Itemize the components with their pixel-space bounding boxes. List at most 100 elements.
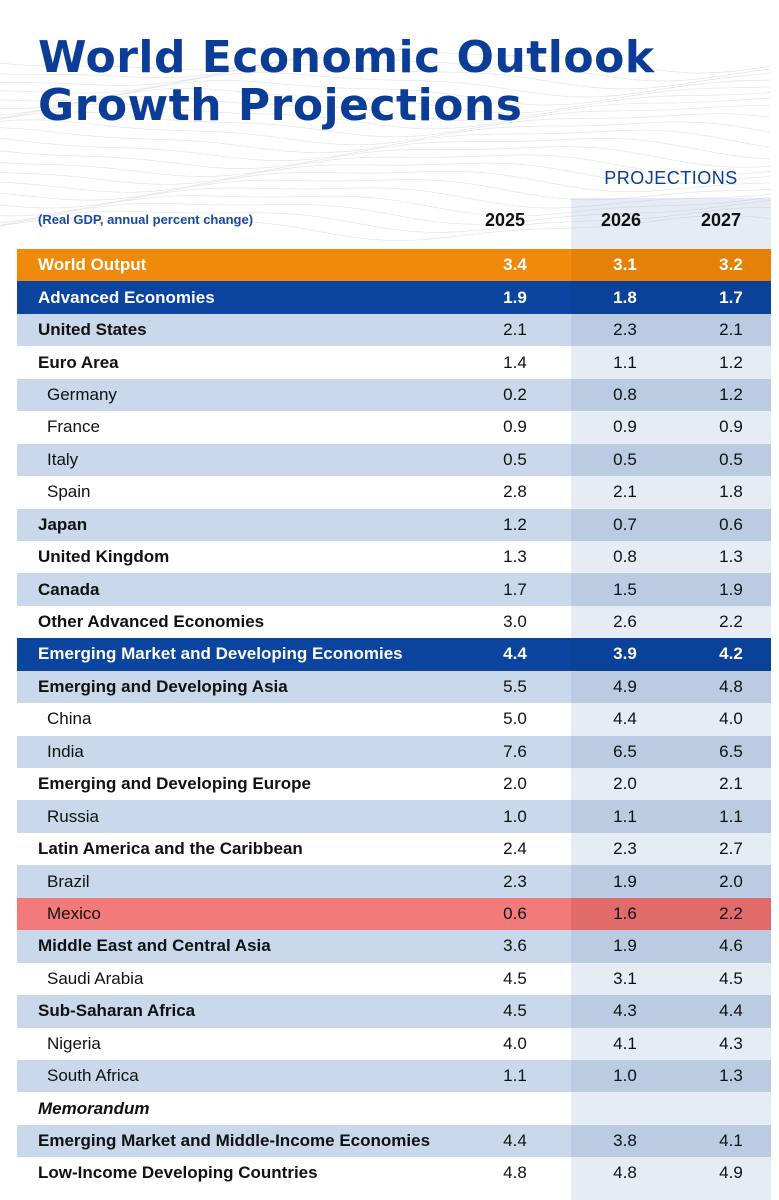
value-2025: 0.6 <box>503 903 527 923</box>
value-2026: 3.8 <box>613 1131 637 1151</box>
value-2027: 3.2 <box>719 255 743 275</box>
projection-tint <box>571 1157 771 1190</box>
table-row: Emerging and Developing Asia 5.5 4.9 4.8 <box>17 670 771 704</box>
growth-table: World Output 3.4 3.1 3.2 Advanced Economies 1… <box>17 249 771 1190</box>
table-row: Spain 2.8 2.1 1.8 <box>17 476 771 509</box>
wave-line <box>0 200 771 225</box>
projection-tint <box>571 962 771 996</box>
row-label: Mexico <box>47 903 101 923</box>
value-2026: 1.1 <box>613 352 637 372</box>
projection-tint <box>571 508 771 541</box>
table-row: Emerging and Developing Europe 2.0 2.0 2.1 <box>17 768 771 801</box>
row-label: Euro Area <box>38 352 119 372</box>
value-2025: 2.4 <box>503 839 527 859</box>
row-label: Russia <box>47 806 99 826</box>
projection-tint <box>571 249 771 282</box>
value-2027: 2.1 <box>719 320 743 340</box>
wave-line <box>0 146 771 169</box>
value-2027: 2.7 <box>719 839 743 859</box>
wave-line <box>0 56 771 82</box>
table-row: Nigeria 4.0 4.1 4.3 <box>17 1027 771 1060</box>
value-2026: 4.4 <box>613 709 637 729</box>
wave-line <box>0 95 771 122</box>
projection-tint <box>571 411 771 444</box>
row-label: Brazil <box>47 871 90 891</box>
table-row: Canada 1.7 1.5 1.9 <box>17 573 771 606</box>
value-2026: 4.1 <box>613 1033 637 1053</box>
table-row: Euro Area 1.4 1.1 1.2 <box>17 346 771 379</box>
projection-tint <box>571 605 771 639</box>
projection-tint <box>571 476 771 509</box>
table-row: China 5.0 4.4 4.0 <box>17 703 771 736</box>
value-2025: 0.9 <box>503 417 527 437</box>
value-2025: 0.2 <box>503 384 527 404</box>
value-2026: 0.8 <box>613 384 637 404</box>
table-row: Russia 1.0 1.1 1.1 <box>17 800 771 833</box>
table-row: Mexico 0.6 1.6 2.2 <box>17 897 771 931</box>
wave-line <box>0 154 771 177</box>
projection-tint <box>571 313 771 347</box>
row-label: Low-Income Developing Countries <box>38 1163 318 1183</box>
page-title: World Economic Outlook Growth Projection… <box>38 34 655 130</box>
value-2026: 3.1 <box>613 255 637 275</box>
projection-tint <box>571 832 771 866</box>
table-row: World Output 3.4 3.1 3.2 <box>17 249 771 282</box>
projection-tint <box>571 281 771 314</box>
value-2025: 1.2 <box>503 514 527 534</box>
value-2025: 4.4 <box>503 644 527 664</box>
value-2027: 4.5 <box>719 968 743 988</box>
row-label: Sub-Saharan Africa <box>38 1001 196 1021</box>
row-label: Canada <box>38 579 100 599</box>
projection-tint <box>571 573 771 606</box>
table-row: Japan 1.2 0.7 0.6 <box>17 508 771 541</box>
row-label: Italy <box>47 449 79 469</box>
value-2026: 4.8 <box>613 1163 637 1183</box>
value-2025: 3.6 <box>503 936 527 956</box>
value-2026: 1.9 <box>613 936 637 956</box>
projection-tint <box>571 346 771 379</box>
row-label: France <box>47 417 100 437</box>
projection-tint <box>571 1059 771 1093</box>
projection-tint <box>571 443 771 477</box>
wave-line <box>0 64 771 90</box>
value-2025: 1.0 <box>503 806 527 826</box>
projection-tint <box>571 670 771 704</box>
value-2026: 1.6 <box>613 903 637 923</box>
table-row: United States 2.1 2.3 2.1 <box>17 313 771 347</box>
year-header-2025: 2025 <box>484 210 526 230</box>
value-2026: 3.9 <box>613 644 637 664</box>
table-row: Advanced Economies 1.9 1.8 1.7 <box>17 281 771 314</box>
wave-line <box>0 87 771 114</box>
value-2027: 4.9 <box>719 1163 743 1183</box>
projection-tint <box>571 865 771 898</box>
table-row: India 7.6 6.5 6.5 <box>17 735 771 768</box>
value-2026: 6.5 <box>613 741 637 761</box>
row-label: India <box>47 741 84 761</box>
table-row: Italy 0.5 0.5 0.5 <box>17 443 771 477</box>
projection-tint <box>571 1124 771 1158</box>
row-label: Emerging and Developing Asia <box>38 676 288 696</box>
value-2027: 2.2 <box>719 903 743 923</box>
value-2026: 1.0 <box>613 1066 637 1086</box>
value-2026: 1.8 <box>613 287 637 307</box>
value-2026: 0.9 <box>613 417 637 437</box>
value-2025: 1.4 <box>503 352 527 372</box>
value-2025: 3.4 <box>503 255 527 275</box>
wave-line <box>0 195 771 217</box>
row-label: Emerging Market and Middle-Income Econom… <box>38 1131 431 1151</box>
value-2025: 4.5 <box>503 968 527 988</box>
value-2025: 4.0 <box>503 1033 527 1053</box>
value-2025: 1.3 <box>503 547 527 567</box>
value-2025: 1.1 <box>503 1066 527 1086</box>
value-2027: 1.3 <box>719 547 743 567</box>
row-label: Germany <box>47 384 117 404</box>
row-label: Emerging Market and Developing Economies <box>38 644 403 664</box>
value-2026: 2.1 <box>613 482 637 502</box>
value-2027: 4.8 <box>719 676 743 696</box>
wave-line <box>0 80 771 106</box>
value-2025: 2.3 <box>503 871 527 891</box>
value-2027: 6.5 <box>719 741 743 761</box>
wave-line <box>0 171 771 193</box>
value-2025: 4.5 <box>503 1001 527 1021</box>
row-label: Memorandum <box>38 1098 150 1118</box>
